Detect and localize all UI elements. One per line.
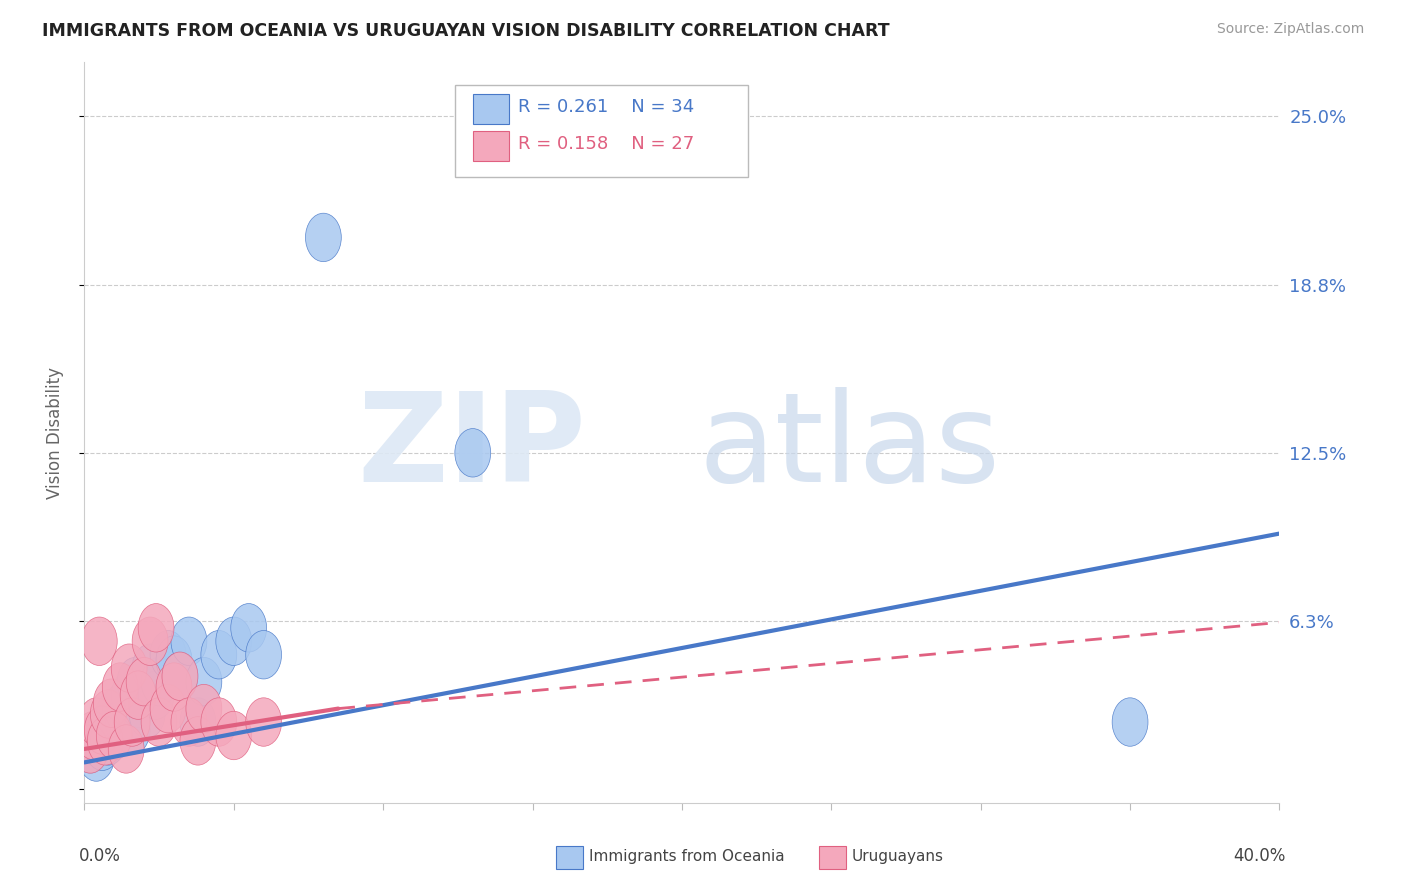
Ellipse shape (129, 690, 165, 739)
FancyBboxPatch shape (456, 85, 748, 178)
Ellipse shape (1112, 698, 1149, 747)
Ellipse shape (111, 671, 148, 719)
Y-axis label: Vision Disability: Vision Disability (45, 367, 63, 499)
Ellipse shape (305, 213, 342, 261)
Text: atlas: atlas (699, 387, 1000, 508)
Ellipse shape (76, 711, 111, 760)
Ellipse shape (127, 663, 162, 711)
Ellipse shape (172, 617, 207, 665)
Ellipse shape (93, 679, 129, 727)
Ellipse shape (90, 690, 127, 739)
Ellipse shape (132, 617, 169, 665)
Ellipse shape (120, 679, 156, 727)
Ellipse shape (162, 652, 198, 700)
Ellipse shape (79, 698, 114, 747)
Ellipse shape (201, 698, 236, 747)
Ellipse shape (138, 671, 174, 719)
Ellipse shape (127, 657, 162, 706)
Ellipse shape (73, 724, 108, 773)
Ellipse shape (114, 706, 150, 755)
Text: Immigrants from Oceania: Immigrants from Oceania (589, 849, 785, 864)
Ellipse shape (87, 706, 124, 755)
Ellipse shape (186, 657, 222, 706)
Ellipse shape (103, 663, 138, 711)
Text: ZIP: ZIP (357, 387, 586, 508)
Ellipse shape (132, 644, 169, 692)
Ellipse shape (156, 636, 191, 684)
Ellipse shape (156, 663, 191, 711)
Ellipse shape (246, 698, 281, 747)
Ellipse shape (120, 671, 156, 719)
Ellipse shape (162, 652, 198, 700)
Ellipse shape (103, 684, 138, 733)
Ellipse shape (246, 631, 281, 679)
Ellipse shape (73, 724, 108, 773)
Ellipse shape (172, 698, 207, 747)
FancyBboxPatch shape (472, 95, 509, 124)
Ellipse shape (96, 711, 132, 760)
Ellipse shape (90, 716, 127, 765)
Ellipse shape (105, 698, 141, 747)
Ellipse shape (141, 698, 177, 747)
Ellipse shape (150, 684, 186, 733)
FancyBboxPatch shape (472, 131, 509, 161)
Ellipse shape (456, 428, 491, 477)
Ellipse shape (231, 604, 267, 652)
Ellipse shape (82, 711, 117, 760)
Ellipse shape (150, 631, 186, 679)
Ellipse shape (180, 698, 217, 747)
Ellipse shape (82, 617, 117, 665)
FancyBboxPatch shape (820, 846, 845, 870)
Text: 0.0%: 0.0% (79, 847, 121, 865)
FancyBboxPatch shape (557, 846, 582, 870)
Ellipse shape (180, 716, 217, 765)
Ellipse shape (84, 722, 121, 771)
Text: Uruguayans: Uruguayans (852, 849, 943, 864)
Ellipse shape (96, 711, 132, 760)
Ellipse shape (87, 716, 124, 765)
Ellipse shape (141, 657, 177, 706)
Text: IMMIGRANTS FROM OCEANIA VS URUGUAYAN VISION DISABILITY CORRELATION CHART: IMMIGRANTS FROM OCEANIA VS URUGUAYAN VIS… (42, 22, 890, 40)
Text: R = 0.158    N = 27: R = 0.158 N = 27 (519, 135, 695, 153)
Ellipse shape (96, 690, 132, 739)
Ellipse shape (76, 716, 111, 765)
Ellipse shape (108, 724, 145, 773)
Ellipse shape (186, 684, 222, 733)
Ellipse shape (138, 604, 174, 652)
Ellipse shape (84, 706, 121, 755)
Ellipse shape (117, 657, 153, 706)
Ellipse shape (93, 698, 129, 747)
Ellipse shape (217, 711, 252, 760)
Ellipse shape (217, 617, 252, 665)
Ellipse shape (201, 631, 236, 679)
Text: 40.0%: 40.0% (1233, 847, 1285, 865)
Text: Source: ZipAtlas.com: Source: ZipAtlas.com (1216, 22, 1364, 37)
Text: R = 0.261    N = 34: R = 0.261 N = 34 (519, 98, 695, 116)
Ellipse shape (79, 733, 114, 781)
Ellipse shape (111, 644, 148, 692)
Ellipse shape (114, 698, 150, 747)
